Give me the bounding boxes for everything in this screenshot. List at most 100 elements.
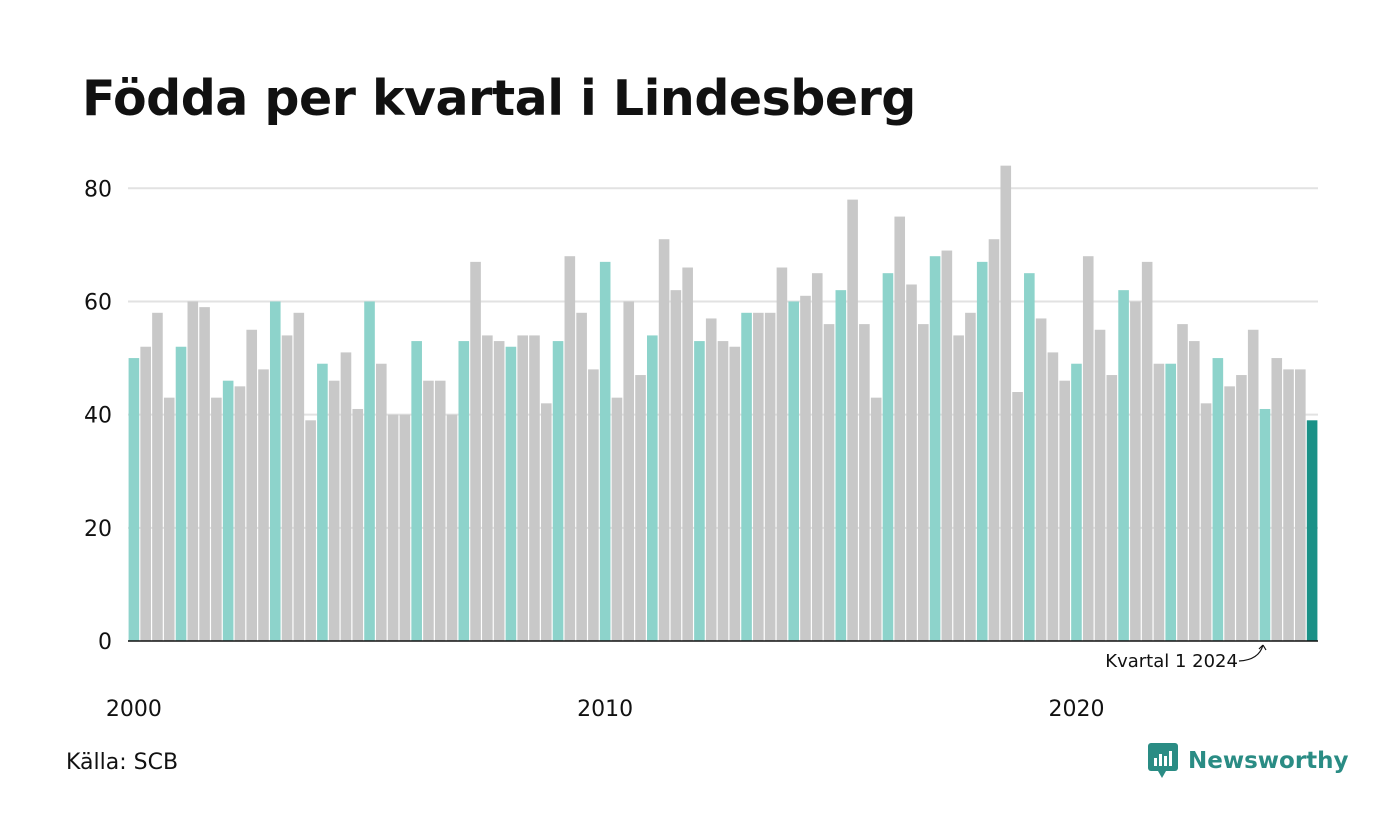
bar [505,346,517,641]
bar [258,369,269,641]
annotation-label: Kvartal 1 2024 [1105,651,1238,672]
bar [1295,369,1306,641]
y-tick-label: 40 [84,404,112,429]
bar [246,329,258,641]
bar [965,312,976,641]
bar [1047,352,1059,641]
source-label: Källa: SCB [66,750,179,775]
bar [776,267,788,641]
bar [529,335,540,641]
bar [317,363,328,641]
bar [1283,369,1294,641]
bar [540,403,552,641]
bar [599,261,611,641]
bar [1035,318,1047,641]
bar [906,284,917,641]
bar [446,414,458,641]
bar [387,414,399,641]
bar-chart: 0 20 40 60 80 2000 2010 2020 Kvartal 1 2024 [84,165,1318,722]
bar [800,295,811,641]
x-tick-label: 2020 [1048,697,1104,722]
bar [894,216,906,641]
bar [175,346,187,641]
bar [1224,386,1235,641]
bar [670,290,682,641]
bar [163,397,175,641]
bar [140,346,151,641]
bar [682,267,693,641]
bar [434,380,446,641]
y-tick-label: 20 [84,517,112,542]
bar [764,312,776,641]
bar [1012,392,1023,641]
bar [859,324,870,641]
bar [729,346,741,641]
bar [1094,329,1106,641]
x-tick-label: 2010 [577,697,633,722]
bar [811,273,823,641]
bar [1247,329,1259,641]
x-axis-ticks: 2000 2010 2020 [106,697,1105,722]
bar [411,341,422,641]
bar [588,369,599,641]
bar [222,380,234,641]
bar [1200,403,1212,641]
bar [305,420,316,641]
bar [352,408,364,641]
bar [364,301,375,641]
bar [1082,256,1094,641]
bar [694,341,705,641]
bar [823,324,835,641]
bar [647,335,658,641]
bar [399,414,411,641]
chart-title: Födda per kvartal i Lindesberg [82,70,916,127]
bar [482,335,493,641]
bar [128,358,140,641]
bar [199,307,210,641]
bar [658,239,670,641]
bar [1177,324,1188,641]
bar [918,324,929,641]
bar [423,380,434,641]
bar [376,363,387,641]
bar [211,397,222,641]
y-tick-label: 0 [98,630,112,655]
bar [517,335,528,641]
bar [988,239,1000,641]
bar [941,250,953,642]
bar [953,335,964,641]
y-tick-label: 80 [84,177,112,202]
bar [611,397,623,641]
bar [470,261,481,641]
bar [576,312,587,641]
bar [976,261,988,641]
bar [1153,363,1165,641]
bar [564,256,576,641]
bar [1141,261,1153,641]
bar [882,273,894,641]
y-axis-ticks: 0 20 40 60 80 [84,177,112,655]
y-tick-label: 60 [84,290,112,315]
bar [1059,380,1070,641]
bar [281,335,293,641]
bar [1236,375,1247,641]
bar [1188,341,1200,641]
bar [929,256,941,641]
bar [293,312,305,641]
bar [1271,358,1283,641]
bar [234,386,246,641]
newsworthy-logo-icon [1148,743,1178,778]
bars [128,165,1318,642]
bar [1306,420,1318,641]
bar [1165,363,1177,641]
annotation: Kvartal 1 2024 [1105,644,1267,672]
bar [1259,408,1271,641]
bar [753,312,764,641]
brand-name: Newsworthy [1188,748,1349,774]
bar [1106,375,1118,641]
bar [635,375,646,641]
bar [717,341,729,641]
bar [741,312,752,641]
bar [1212,358,1224,641]
bar [328,380,340,641]
